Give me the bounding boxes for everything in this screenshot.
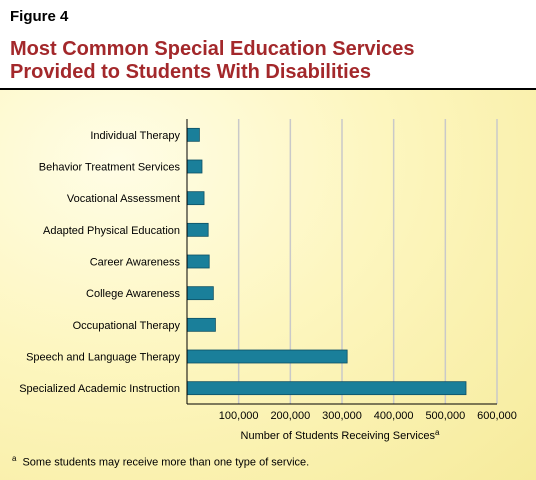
x-axis-label-superscript: a [435,428,440,437]
category-label: Occupational Therapy [73,320,181,332]
category-label: Behavior Treatment Services [39,162,181,174]
figure-label: Figure 4 [10,8,69,25]
x-tick-label: 600,000 [477,410,517,422]
x-tick-label: 100,000 [219,410,259,422]
bar [186,286,214,301]
x-tick-label: 200,000 [270,410,310,422]
bar [186,222,209,237]
bar [186,349,348,364]
title-divider [0,88,536,90]
category-label: Specialized Academic Instruction [19,383,180,395]
x-axis-label: Number of Students Receiving Servicesa [241,428,440,442]
bar [186,127,200,142]
category-label: Vocational Assessment [67,193,180,205]
bar [186,381,467,396]
bars [186,127,467,396]
chart-title-line-2: Provided to Students With Disabilities [10,61,371,83]
chart-panel [0,90,536,480]
x-tick-labels: 100,000 200,000 300,000 400,000 500,000 600,0… [219,410,517,422]
category-label: Adapted Physical Education [43,225,180,237]
bar [186,317,216,332]
x-tick-label: 400,000 [374,410,414,422]
category-label: Individual Therapy [90,130,180,142]
x-axis-label-text: Number of Students Receiving Services [241,430,436,442]
footnote-text: Some students may receive more than one … [22,456,310,469]
bar [186,159,203,174]
category-label: Speech and Language Therapy [26,352,180,364]
chart-title-line-1: Most Common Special Education Services [10,38,415,60]
chart-title: Most Common Special Education Services P… [10,38,530,84]
footnote: a Some students may receive more than one… [12,454,309,469]
bar [186,254,210,269]
axes [186,119,497,405]
category-label: Career Awareness [90,257,181,269]
category-labels: Individual Therapy Behavior Treatment Ser… [19,130,180,395]
bar [186,191,205,206]
category-label: College Awareness [86,288,180,300]
x-tick-label: 300,000 [322,410,362,422]
x-tick-label: 500,000 [425,410,465,422]
footnote-marker: a [12,454,17,463]
